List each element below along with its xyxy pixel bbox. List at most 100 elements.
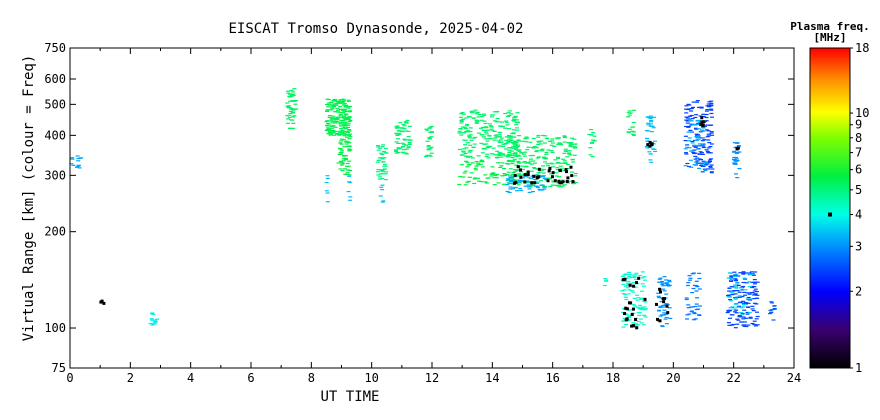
data-point <box>706 152 711 154</box>
data-point <box>624 296 628 298</box>
data-point <box>734 280 738 282</box>
data-point <box>532 178 537 180</box>
data-point <box>732 311 737 313</box>
data-point <box>696 308 701 310</box>
data-point <box>400 127 405 129</box>
data-point <box>522 155 527 157</box>
data-point <box>468 137 472 139</box>
data-point <box>555 167 560 169</box>
data-point <box>629 290 634 292</box>
data-point <box>660 325 665 328</box>
data-point <box>394 126 399 128</box>
data-point <box>153 320 158 322</box>
data-point <box>424 155 429 158</box>
data-point <box>343 113 348 115</box>
data-point <box>627 289 632 291</box>
colorbar-title-line1: Plasma freq. <box>790 20 869 33</box>
data-point <box>474 113 479 115</box>
data-point <box>401 123 406 126</box>
data-point <box>346 99 351 101</box>
data-point <box>347 174 352 176</box>
data-point <box>691 319 696 321</box>
data-point <box>426 149 431 151</box>
data-point <box>550 140 555 142</box>
data-point <box>514 147 519 149</box>
data-point <box>769 311 774 313</box>
data-point <box>643 309 648 311</box>
data-point <box>499 139 504 141</box>
data-point <box>333 111 338 113</box>
data-point <box>658 305 663 307</box>
data-point <box>704 120 709 122</box>
data-point <box>702 139 707 141</box>
data-point <box>634 323 638 325</box>
data-point <box>704 116 709 119</box>
data-point <box>550 138 555 140</box>
data-point <box>334 100 338 102</box>
data-point <box>335 132 340 134</box>
data-point <box>697 288 702 290</box>
data-point <box>380 146 385 148</box>
data-point <box>728 299 733 301</box>
data-point <box>684 119 689 121</box>
data-point <box>665 283 670 286</box>
data-point <box>340 170 345 172</box>
data-point <box>469 139 474 141</box>
data-point <box>512 118 517 120</box>
data-point <box>396 142 401 144</box>
data-point <box>330 106 334 108</box>
data-point <box>693 127 698 129</box>
data-point <box>698 115 703 117</box>
data-point <box>383 179 388 181</box>
data-point <box>688 120 693 122</box>
data-point <box>329 119 334 121</box>
data-point <box>742 304 747 306</box>
data-point <box>626 116 631 118</box>
data-point <box>502 168 506 170</box>
data-point <box>642 306 647 308</box>
data-point <box>732 151 737 153</box>
data-point <box>697 167 701 169</box>
data-point <box>480 166 485 168</box>
data-point <box>755 324 760 326</box>
data-point <box>643 297 647 301</box>
data-point <box>750 285 755 287</box>
data-point <box>646 122 650 124</box>
data-point <box>701 113 706 115</box>
data-point <box>492 130 497 132</box>
data-point <box>636 324 641 326</box>
data-point <box>529 170 534 172</box>
data-point <box>709 102 714 104</box>
data-point <box>394 151 398 153</box>
data-point <box>700 152 704 154</box>
data-point <box>492 111 497 113</box>
data-point <box>687 115 692 117</box>
data-point <box>541 134 546 137</box>
data-point <box>343 106 348 108</box>
data-point <box>340 131 345 134</box>
data-point <box>568 145 573 147</box>
data-point <box>465 155 470 157</box>
data-point <box>428 131 433 133</box>
data-point <box>491 147 496 149</box>
data-point <box>378 195 383 197</box>
data-point <box>701 143 706 145</box>
data-point <box>490 116 494 118</box>
data-point <box>567 152 572 154</box>
data-point <box>506 136 511 138</box>
data-point <box>750 281 755 284</box>
data-point <box>536 134 541 137</box>
data-point <box>516 144 521 146</box>
data-point <box>494 111 499 113</box>
data-point <box>666 311 670 315</box>
data-point <box>408 139 413 141</box>
data-point <box>706 139 711 141</box>
data-point <box>754 291 759 293</box>
data-point <box>755 297 760 299</box>
data-point <box>541 175 545 178</box>
data-point <box>590 156 595 158</box>
data-point <box>474 121 479 123</box>
data-point <box>709 132 714 134</box>
data-point <box>556 161 561 164</box>
data-point <box>630 274 635 276</box>
